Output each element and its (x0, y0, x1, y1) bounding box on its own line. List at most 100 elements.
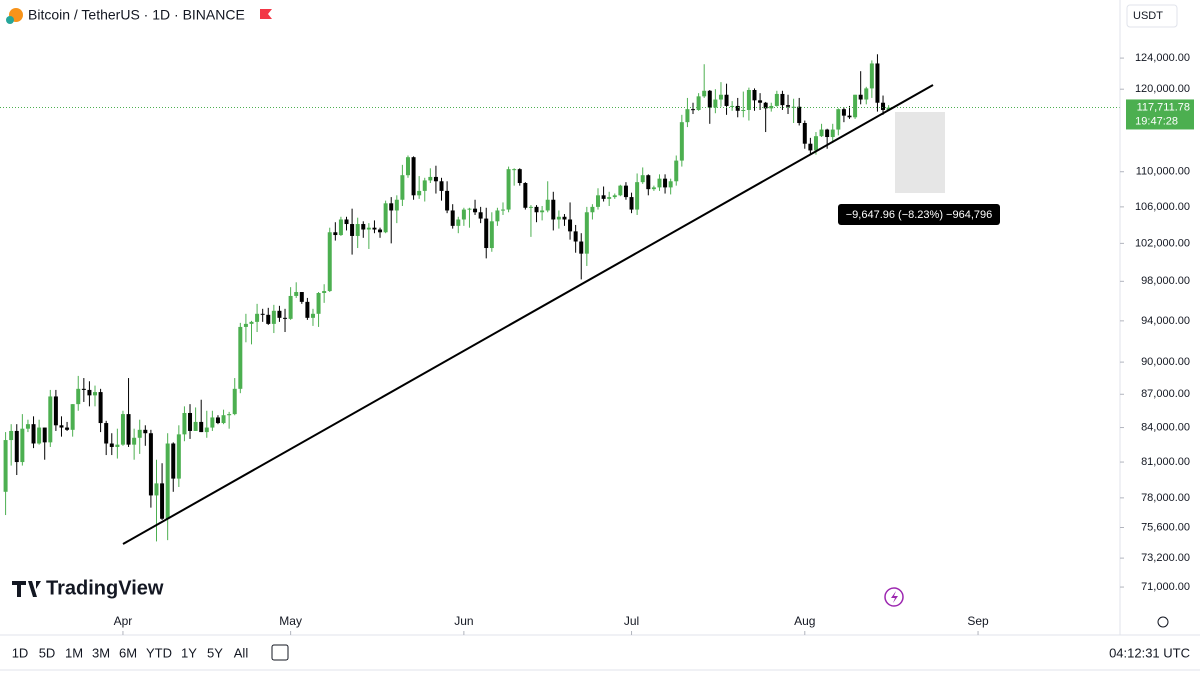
candle-body (70, 404, 75, 430)
candle-body (344, 219, 349, 225)
candle-body (713, 99, 718, 108)
y-tick-label: 98,000.00 (1141, 275, 1190, 287)
y-tick-label: 87,000.00 (1141, 388, 1190, 400)
candle-body (20, 428, 25, 463)
candle-body (746, 89, 751, 110)
branding: TradingView (46, 577, 164, 599)
candle-body (439, 181, 444, 191)
toolbar: 1D 5D 1M 3M 6M YTD 1Y 5Y All (12, 645, 249, 660)
candle-body (394, 199, 399, 211)
logo-icon (12, 581, 41, 597)
candle-body (869, 63, 874, 89)
candle-body (473, 208, 478, 213)
candle-body (646, 175, 651, 190)
candle-body (182, 412, 187, 435)
plot-area (0, 54, 1120, 542)
candle-body (450, 210, 455, 226)
candle-body (819, 129, 824, 137)
candle-body (830, 129, 835, 138)
candle-body (31, 424, 36, 444)
candle-body (188, 412, 193, 431)
candle-body (758, 100, 763, 103)
candle-body (545, 199, 550, 211)
x-tick-label: Sep (967, 614, 989, 628)
symbol-title[interactable]: Bitcoin / TetherUS · 1D · BINANCE (28, 7, 245, 23)
candle-body (104, 423, 109, 444)
candle-body (87, 389, 92, 396)
candle-body (640, 175, 645, 183)
y-tick-label: 94,000.00 (1141, 315, 1190, 327)
candle-body (847, 115, 852, 118)
candle-body (702, 90, 707, 97)
candle-body (467, 208, 472, 210)
candle-body (774, 93, 779, 106)
candle-body (573, 231, 578, 242)
lightning-icon[interactable] (884, 587, 904, 607)
candle-body (657, 178, 662, 188)
price-tag-bg (1126, 99, 1194, 130)
range-button[interactable]: 3M (92, 645, 110, 660)
y-tick-label: 120,000.00 (1135, 83, 1190, 95)
candle-body (528, 206, 533, 208)
candle-body (143, 429, 148, 434)
candle-body (556, 216, 561, 220)
y-tick-label: 110,000.00 (1136, 166, 1190, 178)
range-button[interactable]: 5Y (207, 645, 223, 660)
last-price: 117,711.78 (1137, 101, 1190, 113)
candle-body (685, 109, 690, 123)
range-button[interactable]: 1Y (181, 645, 197, 660)
candle-body (238, 326, 243, 389)
candle-body (881, 102, 886, 110)
range-button[interactable]: 1M (65, 645, 83, 660)
range-button[interactable]: 5D (39, 645, 56, 660)
calendar-icon[interactable] (271, 644, 289, 661)
y-tick-label: 73,200.00 (1141, 552, 1190, 564)
candle-body (120, 414, 125, 445)
candle-body (98, 392, 103, 424)
range-button[interactable]: 6M (119, 645, 137, 660)
candle-body (707, 90, 712, 108)
candle-body (115, 444, 120, 447)
candle-body (456, 219, 461, 226)
candle-body (65, 427, 70, 430)
candle-body (283, 317, 288, 319)
y-tick-label: 90,000.00 (1141, 356, 1190, 368)
candle-body (579, 241, 584, 254)
x-tick-label: May (279, 614, 302, 628)
y-tick-label: 106,000.00 (1135, 201, 1190, 213)
candle-body (534, 206, 539, 213)
range-button[interactable]: YTD (146, 645, 172, 660)
candle-body (288, 295, 293, 319)
candle-body (48, 396, 53, 443)
candle-body (836, 109, 841, 130)
candle-body (243, 323, 248, 327)
candle-body (148, 433, 153, 496)
y-tick-label: 81,000.00 (1141, 456, 1190, 468)
candle-body (551, 199, 556, 220)
y-tick-label: 78,000.00 (1141, 492, 1190, 504)
candle-body (668, 181, 673, 188)
candle-body (411, 157, 416, 196)
y-tick-label: 84,000.00 (1141, 421, 1190, 433)
range-button[interactable]: 1D (12, 645, 29, 660)
trend-line[interactable] (122, 84, 934, 545)
candle-body (361, 224, 366, 230)
candle-body (277, 310, 282, 318)
range-button[interactable]: All (234, 645, 249, 660)
candle-body (808, 143, 813, 151)
currency-box[interactable] (1126, 4, 1178, 28)
candle-body (299, 292, 304, 302)
candle-body (137, 429, 142, 438)
candle-body (858, 94, 863, 100)
candle-body (204, 427, 209, 433)
candle-body (674, 160, 679, 182)
flag-icon[interactable] (260, 9, 272, 19)
candle-body (9, 430, 14, 441)
settings-icon[interactable] (1157, 616, 1169, 628)
candle-body (310, 313, 315, 318)
candle-body (875, 63, 880, 103)
candle-body (495, 210, 500, 222)
candle-body (724, 94, 729, 106)
currency[interactable]: USDT (1133, 10, 1163, 22)
